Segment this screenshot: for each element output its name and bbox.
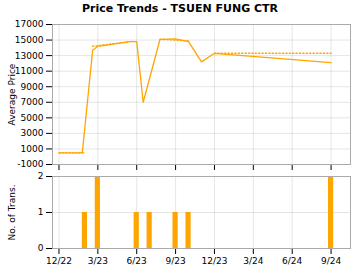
svg-text:2: 2	[38, 171, 44, 181]
svg-text:3/24: 3/24	[243, 256, 263, 266]
svg-text:No. of Trans.: No. of Trans.	[7, 185, 17, 241]
svg-text:15000: 15000	[15, 35, 44, 45]
svg-text:17000: 17000	[15, 19, 44, 29]
svg-text:13000: 13000	[15, 50, 44, 60]
svg-text:5000: 5000	[21, 113, 44, 123]
html-text:Price Trends - TSUEN FUNG CTR: Price Trends - TSUEN FUNG CTR	[81, 2, 279, 15]
svg-text:11000: 11000	[15, 66, 44, 76]
svg-text:1: 1	[38, 207, 44, 217]
svg-text:1000: 1000	[21, 144, 44, 154]
svg-text:9/24: 9/24	[321, 256, 341, 266]
svg-text:Average Price: Average Price	[7, 63, 17, 125]
svg-text:6/24: 6/24	[282, 256, 302, 266]
svg-text:9/23: 9/23	[165, 256, 185, 266]
svg-text:3000: 3000	[21, 128, 44, 138]
svg-text:6/23: 6/23	[127, 256, 147, 266]
svg-text:3/23: 3/23	[88, 256, 108, 266]
svg-text:7000: 7000	[21, 97, 44, 107]
svg-text:9000: 9000	[21, 82, 44, 92]
svg-text:0: 0	[38, 243, 44, 253]
svg-text:12/23: 12/23	[201, 256, 227, 266]
svg-text:12/22: 12/22	[46, 256, 72, 266]
svg-text:-1000: -1000	[17, 159, 43, 169]
